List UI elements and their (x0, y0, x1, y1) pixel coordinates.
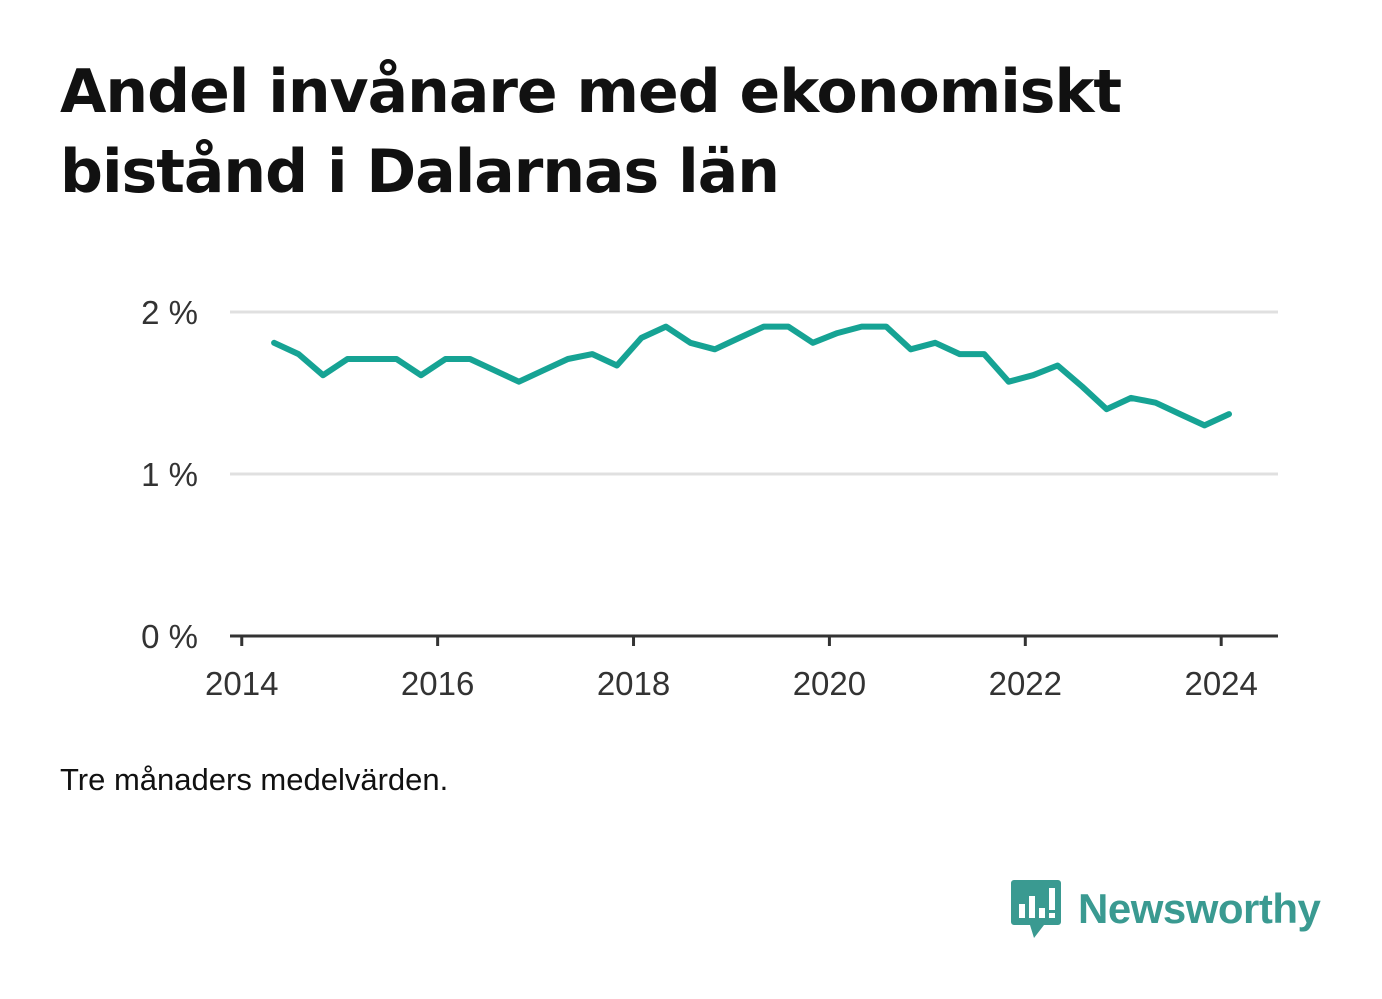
y-axis-tick-labels: 0 % 1 % 2 % (141, 294, 198, 655)
x-tick-label: 2014 (205, 665, 278, 702)
series-line (271, 323, 1232, 429)
chart-title: Andel invånare med ekonomiskt bistånd i … (60, 57, 1122, 207)
newsworthy-logo[interactable]: Newsworthy (1010, 878, 1321, 940)
x-tick-label: 2016 (401, 665, 474, 702)
x-tick-label: 2018 (597, 665, 670, 702)
y-tick-label: 1 % (141, 456, 198, 493)
y-tick-label: 2 % (141, 294, 198, 331)
x-tick-label: 2024 (1184, 665, 1257, 702)
x-axis-ticks: 2014 2016 2018 2020 2022 2024 (205, 636, 1258, 702)
x-tick-label: 2020 (793, 665, 866, 702)
chart-note: Tre månaders medelvärden. (60, 762, 449, 797)
newsworthy-logo-icon (1011, 880, 1061, 938)
brand-name: Newsworthy (1078, 885, 1321, 932)
gridlines (230, 310, 1278, 476)
x-tick-label: 2022 (989, 665, 1062, 702)
y-tick-label: 0 % (141, 618, 198, 655)
